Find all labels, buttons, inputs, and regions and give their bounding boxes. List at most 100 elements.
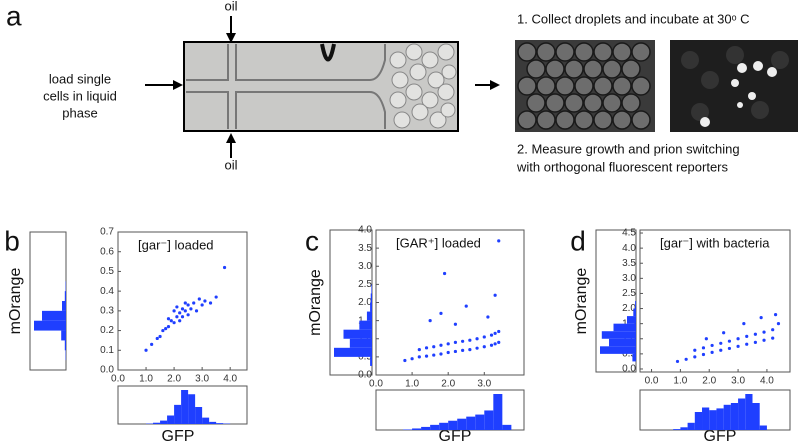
histogram-bar: [209, 421, 217, 424]
x-tick-label: 0.0: [369, 379, 383, 390]
point: [439, 352, 443, 356]
point: [197, 297, 201, 301]
point: [214, 295, 218, 299]
point: [742, 322, 746, 326]
point: [175, 315, 179, 319]
y-tick-label: 0.0: [100, 365, 114, 376]
y-tick-label: 0.6: [100, 246, 114, 257]
point: [186, 313, 190, 317]
y-tick-label: 2.0: [622, 303, 636, 314]
y-tick-label: 0.0: [358, 370, 372, 381]
point: [719, 348, 723, 352]
x-tick-label: 4.0: [223, 374, 237, 385]
histogram-bar: [632, 353, 636, 362]
y-tick-label: 0.3: [100, 305, 114, 316]
y-tick-label: 3.5: [358, 243, 372, 254]
point: [727, 339, 732, 343]
point: [439, 311, 443, 315]
point: [482, 335, 486, 339]
histogram-bar: [730, 403, 739, 430]
point: [178, 311, 182, 315]
point: [180, 315, 185, 319]
histogram-bar: [359, 320, 372, 330]
y-tick-label: 3.0: [622, 273, 636, 284]
point: [417, 348, 421, 352]
histogram-bar: [759, 425, 767, 430]
histogram-bar: [160, 420, 168, 424]
x-tick-label: 0.0: [111, 374, 125, 385]
histogram-bar: [366, 311, 372, 321]
histogram-bar: [448, 420, 458, 430]
histogram-bar: [738, 398, 746, 430]
panel-label: b: [4, 225, 20, 256]
histogram-bar: [370, 302, 372, 312]
point: [710, 350, 714, 354]
x-tick-label: 2.0: [167, 374, 181, 385]
histogram-bar: [745, 394, 753, 430]
point: [497, 340, 501, 344]
x-axis-label: GFP: [439, 428, 472, 444]
histogram-bar: [181, 390, 189, 424]
point: [183, 309, 187, 313]
point: [403, 358, 407, 363]
point: [428, 319, 432, 323]
point: [736, 344, 740, 348]
x-tick-label: 2.0: [702, 376, 716, 387]
point: [497, 329, 501, 334]
x-tick-label: 1.0: [405, 379, 419, 390]
point: [776, 322, 781, 326]
point: [222, 265, 227, 270]
x-tick-label: 3.0: [195, 374, 209, 385]
point: [169, 319, 173, 323]
point: [453, 322, 458, 326]
point: [464, 304, 468, 308]
y-tick-label: 0.5: [622, 349, 636, 360]
point: [186, 303, 190, 307]
histogram-bar: [64, 340, 66, 351]
x-axis-label: GFP: [162, 428, 195, 444]
point: [710, 343, 714, 348]
panel-label: a: [6, 0, 22, 31]
histogram-bar: [64, 291, 66, 301]
histogram-bar: [687, 422, 695, 430]
point: [482, 345, 486, 349]
point: [180, 307, 185, 311]
point: [497, 239, 501, 243]
histogram-bar: [421, 426, 431, 430]
y-tick-label: 0.2: [100, 325, 114, 336]
histogram-bar: [716, 408, 724, 430]
point: [753, 340, 757, 344]
point: [727, 346, 732, 351]
point: [192, 301, 196, 305]
point: [417, 355, 421, 359]
x-tick-label: 3.0: [731, 376, 745, 387]
point: [489, 333, 494, 337]
point: [208, 301, 213, 305]
point: [722, 331, 726, 335]
histogram-bar: [370, 293, 372, 303]
point: [200, 303, 204, 307]
y-tick-label: 3.0: [358, 261, 372, 272]
histogram-bar: [466, 416, 476, 430]
y-tick-label: 0.5: [358, 352, 372, 363]
point: [468, 348, 472, 352]
arrows: [145, 16, 500, 158]
y-tick-label: 0.1: [100, 345, 114, 356]
marginal-frame: [29, 231, 67, 371]
x-tick-label: 1.0: [139, 374, 153, 385]
plot-title: [gar⁻] loaded: [138, 237, 214, 252]
y-tick-label: 2.0: [358, 297, 372, 308]
chip-image: [183, 41, 459, 132]
point: [453, 340, 458, 344]
histogram-bar: [484, 410, 494, 430]
y-tick-label: 4.0: [622, 243, 636, 254]
histogram-bar: [627, 316, 636, 324]
histogram-bar: [216, 423, 224, 424]
histogram-bar: [493, 394, 503, 430]
point: [693, 355, 697, 359]
point: [771, 336, 775, 340]
histogram-bar: [153, 422, 161, 424]
x-tick-label: 0.0: [645, 376, 659, 387]
point: [194, 309, 199, 313]
